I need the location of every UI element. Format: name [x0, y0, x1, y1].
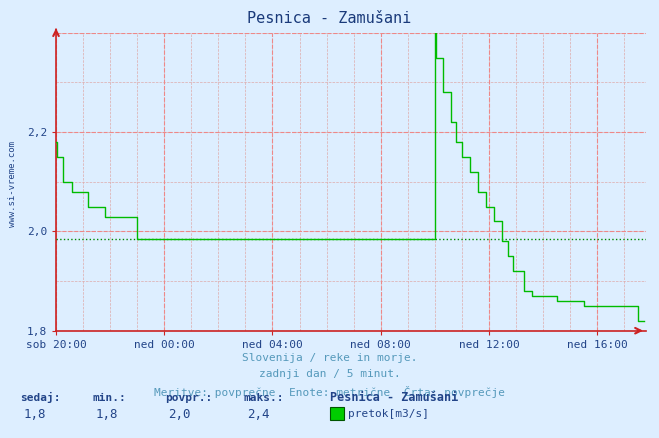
Text: Pesnica - Zamušani: Pesnica - Zamušani — [247, 11, 412, 26]
Text: 2,4: 2,4 — [247, 408, 270, 421]
Text: Slovenija / reke in morje.: Slovenija / reke in morje. — [242, 353, 417, 363]
Text: pretok[m3/s]: pretok[m3/s] — [348, 410, 429, 420]
Text: www.si-vreme.com: www.si-vreme.com — [8, 141, 17, 227]
Text: povpr.:: povpr.: — [165, 393, 212, 403]
Text: min.:: min.: — [92, 393, 126, 403]
Text: Meritve: povprečne  Enote: metrične  Črta: povprečje: Meritve: povprečne Enote: metrične Črta:… — [154, 386, 505, 398]
Text: zadnji dan / 5 minut.: zadnji dan / 5 minut. — [258, 369, 401, 379]
Text: 1,8: 1,8 — [96, 408, 118, 421]
Text: 2,0: 2,0 — [168, 408, 190, 421]
Text: sedaj:: sedaj: — [20, 392, 60, 403]
Text: maks.:: maks.: — [244, 393, 284, 403]
Text: 1,8: 1,8 — [23, 408, 45, 421]
Text: Pesnica - Zamušani: Pesnica - Zamušani — [330, 391, 458, 404]
